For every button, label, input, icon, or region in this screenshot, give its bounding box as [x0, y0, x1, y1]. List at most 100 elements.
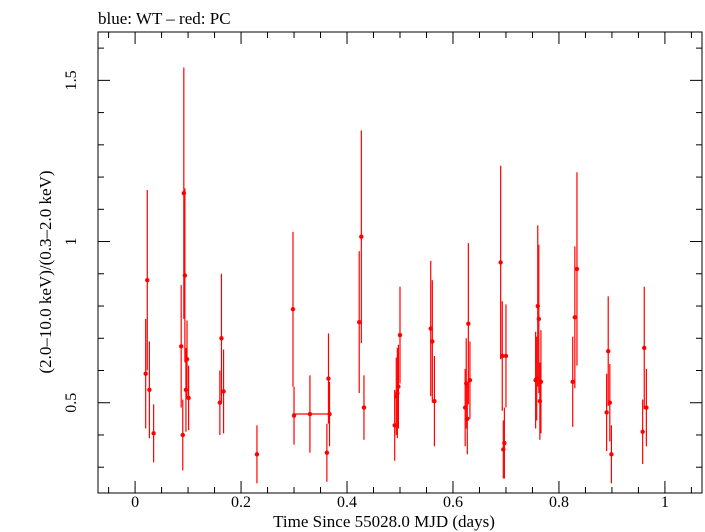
data-point: [502, 407, 507, 479]
data-point: [500, 301, 505, 411]
data-point: [151, 404, 156, 463]
point-marker: [143, 371, 148, 376]
x-tick-label: 0.2: [231, 494, 251, 511]
point-marker: [604, 410, 609, 415]
data-point: [180, 399, 185, 471]
data-point: [498, 165, 503, 360]
point-marker: [182, 273, 188, 278]
data-points: [143, 67, 649, 484]
point-marker: [536, 316, 542, 322]
data-point: [184, 320, 190, 398]
data-point: [145, 189, 150, 371]
point-marker: [221, 389, 226, 394]
x-axis-label: Time Since 55028.0 MJD (days): [273, 512, 495, 531]
data-point: [430, 280, 435, 403]
point-marker: [290, 307, 296, 312]
data-point: [182, 188, 188, 363]
point-marker: [359, 234, 364, 239]
point-marker: [570, 379, 575, 384]
point-marker: [180, 432, 185, 438]
data-point: [147, 341, 152, 439]
point-marker: [219, 336, 224, 341]
point-marker: [503, 353, 509, 359]
data-point: [642, 286, 647, 410]
data-point: [290, 231, 296, 387]
data-point: [396, 344, 401, 429]
point-marker: [644, 405, 649, 410]
x-tick-label: 0.6: [443, 494, 463, 511]
data-point: [254, 425, 260, 484]
point-marker: [467, 377, 473, 383]
x-tick-label: 0.4: [337, 494, 357, 511]
data-point: [607, 364, 613, 442]
point-marker: [430, 339, 435, 344]
point-marker: [184, 357, 190, 362]
chart-title: blue: WT – red: PC: [98, 9, 231, 28]
point-marker: [357, 319, 362, 325]
point-marker: [326, 376, 331, 381]
y-tick-label: 1.5: [63, 70, 80, 90]
data-point: [357, 251, 362, 394]
data-point: [536, 244, 542, 394]
point-marker: [178, 344, 184, 349]
data-point: [219, 273, 224, 403]
data-point: [397, 286, 403, 384]
data-point: [291, 386, 297, 445]
data-point: [432, 355, 437, 447]
point-marker: [640, 429, 645, 434]
point-marker: [324, 450, 330, 455]
data-point: [186, 365, 191, 431]
data-point: [178, 285, 184, 408]
data-point: [221, 349, 226, 434]
data-point: [327, 381, 332, 447]
data-point: [574, 172, 580, 366]
data-point: [467, 341, 473, 419]
x-tick-label: 0.8: [549, 494, 569, 511]
data-point: [644, 368, 649, 447]
point-marker: [572, 315, 578, 320]
point-marker: [307, 411, 313, 417]
data-point: [572, 246, 578, 389]
x-tick-label: 1: [661, 494, 669, 511]
point-marker: [327, 411, 332, 417]
point-marker: [465, 416, 470, 422]
x-tick-label: 0: [131, 494, 139, 511]
data-point: [465, 383, 470, 455]
point-marker: [607, 400, 613, 405]
point-marker: [397, 332, 403, 338]
data-point: [609, 425, 614, 484]
point-marker: [254, 452, 260, 457]
data-point: [359, 130, 364, 344]
data-point: [324, 423, 330, 482]
data-point: [604, 373, 609, 452]
data-point: [570, 336, 575, 427]
point-marker: [151, 431, 156, 436]
y-axis: 0.5 1 1.5: [63, 47, 702, 468]
point-marker: [432, 398, 437, 404]
point-marker: [396, 384, 401, 389]
data-point: [466, 243, 471, 405]
y-tick-label: 0.5: [63, 393, 80, 413]
point-marker: [145, 278, 150, 283]
data-point: [361, 375, 367, 440]
point-marker: [606, 348, 611, 354]
data-point: [503, 304, 509, 408]
data-point: [640, 399, 645, 464]
point-marker: [538, 379, 544, 384]
data-point: [143, 318, 148, 429]
data-point: [606, 296, 611, 406]
point-marker: [574, 266, 580, 272]
point-marker: [642, 345, 647, 351]
point-marker: [361, 405, 367, 410]
point-marker: [498, 260, 503, 265]
data-point: [326, 333, 331, 424]
y-axis-label: (2.0–10.0 keV)/(0.3–2.0 keV): [36, 170, 55, 373]
data-point: [538, 330, 544, 434]
y-tick-label: 1: [63, 238, 80, 246]
point-marker: [502, 440, 507, 446]
point-marker: [609, 452, 614, 457]
x-axis: 0 0.2 0.4 0.6 0.8 1: [108, 32, 692, 511]
point-marker: [147, 387, 152, 393]
data-point: [292, 375, 328, 453]
